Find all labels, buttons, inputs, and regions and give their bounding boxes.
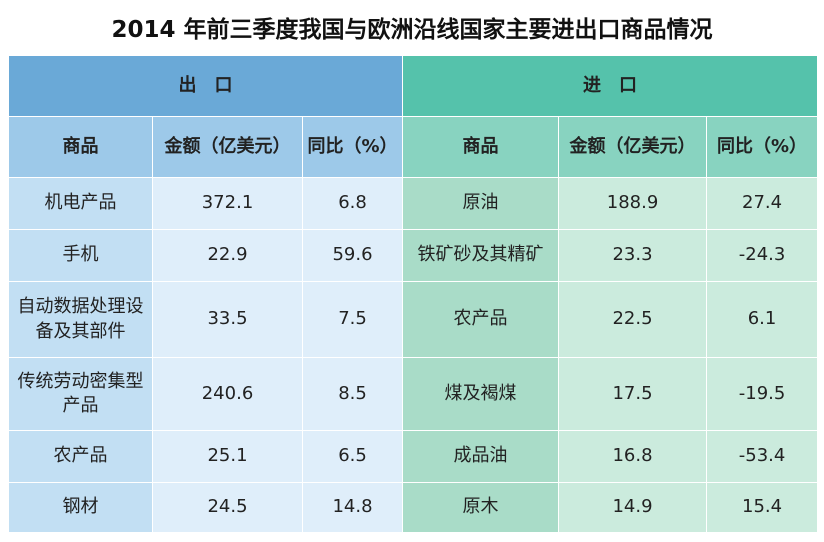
import-yoy-cell: -24.3 <box>706 229 819 282</box>
import-product-cell: 原油 <box>402 177 560 230</box>
table-row: 手机 22.9 59.6 铁矿砂及其精矿 23.3 -24.3 <box>8 229 819 282</box>
import-yoy-cell: 6.1 <box>706 281 819 358</box>
export-section-header: 出 口 <box>7 55 404 117</box>
table-row: 自动数据处理设备及其部件 33.5 7.5 农产品 22.5 6.1 <box>8 281 819 358</box>
export-yoy-cell: 8.5 <box>301 357 404 431</box>
import-product-cell: 原木 <box>402 482 560 533</box>
export-col-product-header: 商品 <box>8 116 153 178</box>
export-amount-cell: 25.1 <box>152 430 303 483</box>
import-product-cell: 煤及褐煤 <box>402 357 560 431</box>
import-product-cell: 农产品 <box>402 281 560 358</box>
import-col-amount-header: 金额（亿美元） <box>558 116 708 178</box>
export-col-amount-header: 金额（亿美元） <box>152 116 303 178</box>
import-yoy-cell: -19.5 <box>706 357 819 431</box>
chart-title: 2014 年前三季度我国与欧洲沿线国家主要进出口商品情况 <box>111 17 713 43</box>
import-col-product-header: 商品 <box>402 116 560 178</box>
export-amount-cell: 372.1 <box>152 177 303 230</box>
export-yoy-cell: 6.8 <box>301 177 404 230</box>
table-row: 钢材 24.5 14.8 原木 14.9 15.4 <box>8 482 819 533</box>
export-product-cell: 传统劳动密集型产品 <box>8 357 153 431</box>
import-amount-cell: 16.8 <box>558 430 708 483</box>
export-yoy-cell: 6.5 <box>301 430 404 483</box>
export-product-cell: 自动数据处理设备及其部件 <box>8 281 153 358</box>
export-col-yoy-header: 同比（%） <box>301 116 404 178</box>
import-col-yoy-header: 同比（%） <box>706 116 819 178</box>
import-section-header: 进 口 <box>402 55 819 117</box>
export-product-cell: 农产品 <box>8 430 153 483</box>
import-amount-cell: 188.9 <box>558 177 708 230</box>
column-header-row: 商品 金额（亿美元） 同比（%） 商品 金额（亿美元） 同比（%） <box>8 116 819 178</box>
import-amount-cell: 17.5 <box>558 357 708 431</box>
section-header-row: 出 口 进 口 <box>7 55 819 117</box>
export-yoy-cell: 59.6 <box>301 229 404 282</box>
import-product-cell: 铁矿砂及其精矿 <box>402 229 560 282</box>
import-product-cell: 成品油 <box>402 430 560 483</box>
import-yoy-cell: 15.4 <box>706 482 819 533</box>
trade-table: 出 口 进 口 商品 金额（亿美元） 同比（%） 商品 金额（亿美元） 同比（%… <box>7 55 819 533</box>
import-amount-cell: 23.3 <box>558 229 708 282</box>
table-row: 机电产品 372.1 6.8 原油 188.9 27.4 <box>8 177 819 230</box>
export-product-cell: 钢材 <box>8 482 153 533</box>
export-product-cell: 机电产品 <box>8 177 153 230</box>
export-amount-cell: 22.9 <box>152 229 303 282</box>
table-row: 传统劳动密集型产品 240.6 8.5 煤及褐煤 17.5 -19.5 <box>8 357 819 431</box>
export-yoy-cell: 7.5 <box>301 281 404 358</box>
import-yoy-cell: 27.4 <box>706 177 819 230</box>
import-amount-cell: 14.9 <box>558 482 708 533</box>
table-row: 农产品 25.1 6.5 成品油 16.8 -53.4 <box>8 430 819 483</box>
export-yoy-cell: 14.8 <box>301 482 404 533</box>
export-amount-cell: 24.5 <box>152 482 303 533</box>
export-product-cell: 手机 <box>8 229 153 282</box>
export-amount-cell: 33.5 <box>152 281 303 358</box>
import-amount-cell: 22.5 <box>558 281 708 358</box>
import-yoy-cell: -53.4 <box>706 430 819 483</box>
export-amount-cell: 240.6 <box>152 357 303 431</box>
